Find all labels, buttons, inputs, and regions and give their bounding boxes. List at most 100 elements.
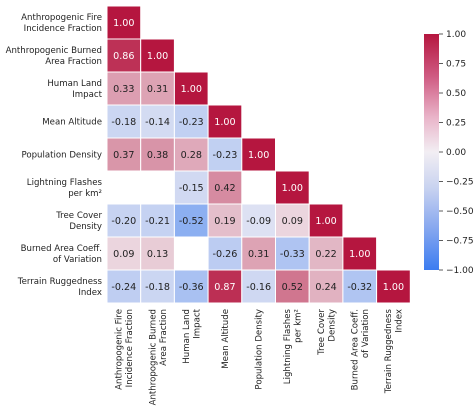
colorbar-tick-label: −0.75 — [446, 237, 474, 247]
cell-value-label: -0.18 — [111, 117, 136, 128]
cell-value-label: 0.28 — [181, 150, 202, 161]
column-label-population-density: Population Density — [255, 309, 265, 390]
heatmap-cell-r8-c7 — [342, 269, 378, 304]
svg-text:Incidence Fraction: Incidence Fraction — [125, 309, 135, 387]
heatmap-cell-r8-c1 — [140, 269, 175, 304]
cell-value-label: -0.18 — [145, 282, 170, 293]
cell-value-label: 0.86 — [113, 51, 134, 62]
heatmap-cell-r5-c5 — [275, 170, 310, 205]
column-label-anthropogenic-fire-incidence-fraction: Anthropogenic Fire Incidence Fraction — [115, 309, 136, 390]
column-label-mean-altitude: Mean Altitude — [221, 309, 231, 369]
svg-text:Lightning Flashes: Lightning Flashes — [283, 308, 293, 384]
cell-value-label: 1.00 — [147, 51, 168, 62]
heatmap-cell-r8-c2 — [173, 269, 209, 304]
column-label-human-land-impact: Human Land Impact — [182, 308, 203, 363]
row-labels: Anthropogenic Fire Incidence Fraction Anth… — [6, 13, 103, 298]
svg-text:Anthropogenic Burned: Anthropogenic Burned — [148, 309, 158, 405]
heatmap-cell-r2-c2 — [173, 71, 209, 106]
row-label-anthropogenic-burned-area-fraction: Anthropogenic Burned Area Fraction — [6, 46, 102, 67]
cell-value-label: 1.00 — [181, 84, 202, 95]
cell-value-label: -0.24 — [111, 282, 136, 293]
colorbar: 1.00 0.75 0.50 0.25 0.00 −0.25 −0.50 −0.75 −1.00 — [424, 30, 474, 276]
heatmap-cell-r7-c4 — [241, 236, 277, 271]
heatmap-cells: 1.00 0.86 1.00 0.33 0.31 1.00 -0.18 -0.14 -0.23 1… — [106, 5, 411, 304]
cell-value-label: -0.32 — [347, 282, 372, 293]
cell-value-label: 0.22 — [315, 249, 336, 260]
cell-value-label: 1.00 — [282, 183, 303, 194]
cell-value-label: 0.31 — [248, 249, 269, 260]
heatmap-cell-r5-c2 — [173, 170, 209, 205]
cell-value-label: 1.00 — [214, 117, 235, 128]
cell-value-label: -0.52 — [179, 216, 204, 227]
column-label-anthropogenic-burned-area-fraction: Anthropogenic Burned Area Fraction — [148, 309, 169, 405]
svg-text:Human Land: Human Land — [182, 309, 192, 364]
row-label-mean-altitude: Mean Altitude — [42, 118, 102, 128]
svg-text:Anthropogenic Fire: Anthropogenic Fire — [115, 309, 125, 390]
heatmap-cell-r6-c4 — [241, 203, 277, 238]
cell-value-label: 0.87 — [214, 282, 235, 293]
cell-value-label: -0.26 — [213, 249, 238, 260]
cell-value-label: 0.31 — [147, 84, 168, 95]
row-label-human-land-impact: Human Land Impact — [47, 79, 102, 100]
colorbar-tick-label: 0.00 — [446, 148, 466, 158]
column-label-lightning-flashes-per-km: Lightning Flashes per km² — [283, 308, 304, 384]
svg-text:Area Fraction: Area Fraction — [159, 309, 169, 366]
cell-value-label: -0.16 — [246, 282, 271, 293]
svg-text:of Variation: of Variation — [361, 309, 371, 358]
svg-text:Density: Density — [327, 309, 337, 342]
svg-text:Impact: Impact — [193, 308, 203, 338]
colorbar-tick-label: −0.50 — [446, 207, 474, 217]
heatmap-cell-r6-c3 — [207, 203, 243, 238]
cell-value-label: 1.00 — [349, 249, 370, 260]
cell-value-label: -0.21 — [145, 216, 170, 227]
svg-text:Population Density: Population Density — [255, 309, 265, 390]
row-label-terrain-ruggedness-index: Terrain Ruggedness Index — [17, 277, 103, 298]
column-label-burned-area-coeff-of-variation: Burned Area Coeff. of Variation — [351, 309, 372, 390]
heatmap-cell-r4-c1 — [140, 137, 175, 172]
colorbar-tick-label: 0.50 — [446, 89, 466, 99]
heatmap-cell-r6-c2 — [173, 203, 209, 238]
svg-text:Mean Altitude: Mean Altitude — [221, 309, 231, 369]
colorbar-tick-label: −1.00 — [446, 266, 474, 276]
row-label-population-density: Population Density — [21, 151, 102, 161]
cell-value-label: -0.36 — [179, 282, 204, 293]
cell-value-label: -0.33 — [280, 249, 305, 260]
colorbar-tick-label: −0.25 — [446, 178, 474, 188]
cell-value-label: 0.52 — [282, 282, 303, 293]
cell-value-label: 0.09 — [113, 249, 134, 260]
svg-text:Burned Area Coeff.: Burned Area Coeff. — [351, 309, 361, 390]
column-label-tree-cover-density: Tree Cover Density — [317, 309, 338, 356]
row-label-burned-area-coeff-of-variation: Burned Area Coeff. of Variation — [21, 244, 102, 265]
heatmap-cell-r3-c1 — [140, 104, 175, 139]
cell-value-label: 1.00 — [383, 282, 404, 293]
column-label-terrain-ruggedness-index: Terrain Ruggedness Index — [384, 308, 405, 394]
svg-text:Terrain Ruggedness: Terrain Ruggedness — [384, 308, 394, 394]
heatmap-cell-r1-c0 — [106, 38, 142, 73]
cell-value-label: 1.00 — [113, 18, 134, 29]
heatmap-cell-r8-c8 — [376, 269, 411, 304]
cell-value-label: -0.23 — [179, 117, 204, 128]
cell-value-label: 1.00 — [315, 216, 336, 227]
cell-value-label: 0.24 — [315, 282, 336, 293]
row-label-anthropogenic-fire-incidence-fraction: Anthropogenic Fire Incidence Fraction — [21, 13, 102, 34]
heatmap-cell-r8-c5 — [275, 269, 310, 304]
colorbar-tick-label: 0.75 — [446, 60, 466, 70]
cell-value-label: 0.37 — [113, 150, 134, 161]
row-label-lightning-flashes-per-km: Lightning Flashes per km² — [27, 178, 103, 199]
heatmap-cell-r8-c3 — [207, 269, 243, 304]
svg-text:Tree Cover: Tree Cover — [317, 309, 327, 356]
cell-value-label: -0.09 — [246, 216, 271, 227]
heatmap-cell-r5-c3 — [207, 170, 243, 205]
svg-text:Index: Index — [395, 309, 405, 333]
colorbar-tick-label: 0.25 — [446, 119, 466, 129]
heatmap-cell-r8-c4 — [241, 269, 277, 304]
heatmap-cell-r6-c0 — [106, 203, 142, 238]
heatmap-cell-r3-c3 — [207, 104, 243, 139]
heatmap-cell-r6-c1 — [140, 203, 175, 238]
heatmap-cell-r4-c4 — [241, 137, 277, 172]
cell-value-label: 0.19 — [214, 216, 235, 227]
colorbar-tick-label: 1.00 — [446, 30, 466, 40]
heatmap-cell-r7-c6 — [308, 236, 344, 271]
cell-value-label: 0.09 — [282, 216, 303, 227]
